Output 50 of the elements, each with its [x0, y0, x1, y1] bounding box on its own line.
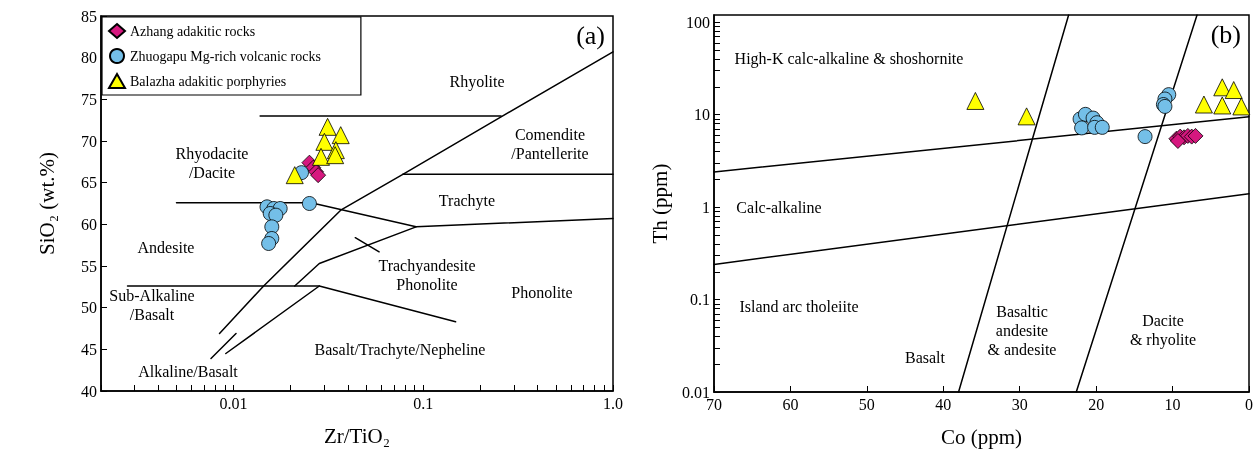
x-tick-label: 0.01: [219, 394, 248, 412]
annotation: Rhyodacite /Dacite: [175, 145, 249, 181]
y-tick-label: 65: [81, 174, 97, 192]
x-tick-label: 1.0: [603, 394, 623, 412]
x-tick-label: 40: [935, 395, 952, 413]
y-tick-label: 75: [81, 90, 97, 108]
y-tick-label: 0.1: [690, 291, 710, 309]
x-tick-label: 30: [1011, 395, 1028, 413]
y-tick-label: 10: [694, 106, 710, 124]
annotation: Dacite & rhyolite: [1129, 312, 1197, 349]
annotation: Island arc tholeiite: [739, 297, 859, 315]
annotation: Basalt: [905, 348, 946, 366]
x-tick-label: 10: [1164, 395, 1181, 413]
y-tick-label: 45: [81, 340, 97, 358]
x-tick-label: 0: [1245, 395, 1253, 413]
y-axis-title: SiO₂ (wt.%): [34, 152, 59, 255]
legend-label: Azhang adakitic rocks: [130, 23, 256, 39]
y-tick-label: 70: [81, 132, 97, 150]
annotation: High-K calc-alkaline & shoshornite: [734, 49, 964, 68]
annotation: Trachyte: [438, 191, 496, 210]
y-axis-title: Th (ppm): [647, 163, 672, 244]
y-tick-label: 60: [81, 215, 97, 233]
annotation: Alkaline/Basalt: [138, 362, 239, 380]
legend-label: Zhuogapu Mg-rich volcanic rocks: [130, 48, 321, 64]
x-tick-label: 60: [782, 395, 799, 413]
y-tick-label: 1: [702, 198, 710, 216]
legend-label: Balazha adakitic porphyries: [130, 73, 287, 89]
annotation: Basaltic andesite & andesite: [987, 302, 1057, 358]
annotation: (b): [1210, 19, 1242, 49]
x-axis-title: Zr/TiO₂: [323, 423, 391, 448]
annotation: Comendite /Pantellerite: [511, 126, 589, 162]
x-axis-title: Co (ppm): [940, 424, 1023, 449]
annotation: Basalt/Trachyte/Nepheline: [314, 340, 486, 359]
annotation: Trachyandesite Phonolite: [378, 257, 476, 293]
annotation: Andesite: [137, 238, 195, 256]
y-tick-label: 50: [81, 299, 97, 317]
x-tick-label: 70: [706, 395, 722, 413]
annotation: (a): [576, 20, 605, 50]
y-tick-label: 85: [81, 7, 97, 25]
annotation: Sub-Alkaline /Basalt: [109, 287, 195, 323]
y-tick-label: 80: [81, 49, 97, 67]
x-tick-label: 20: [1088, 395, 1105, 413]
y-tick-label: 100: [686, 13, 710, 31]
annotation: Calc-alkaline: [736, 198, 822, 216]
annotation: Rhyolite: [449, 72, 505, 91]
annotation: Phonolite: [511, 283, 573, 301]
x-tick-label: 50: [858, 395, 875, 413]
y-tick-label: 55: [81, 257, 97, 275]
y-tick-label: 40: [81, 382, 97, 400]
x-tick-label: 0.1: [413, 394, 434, 412]
